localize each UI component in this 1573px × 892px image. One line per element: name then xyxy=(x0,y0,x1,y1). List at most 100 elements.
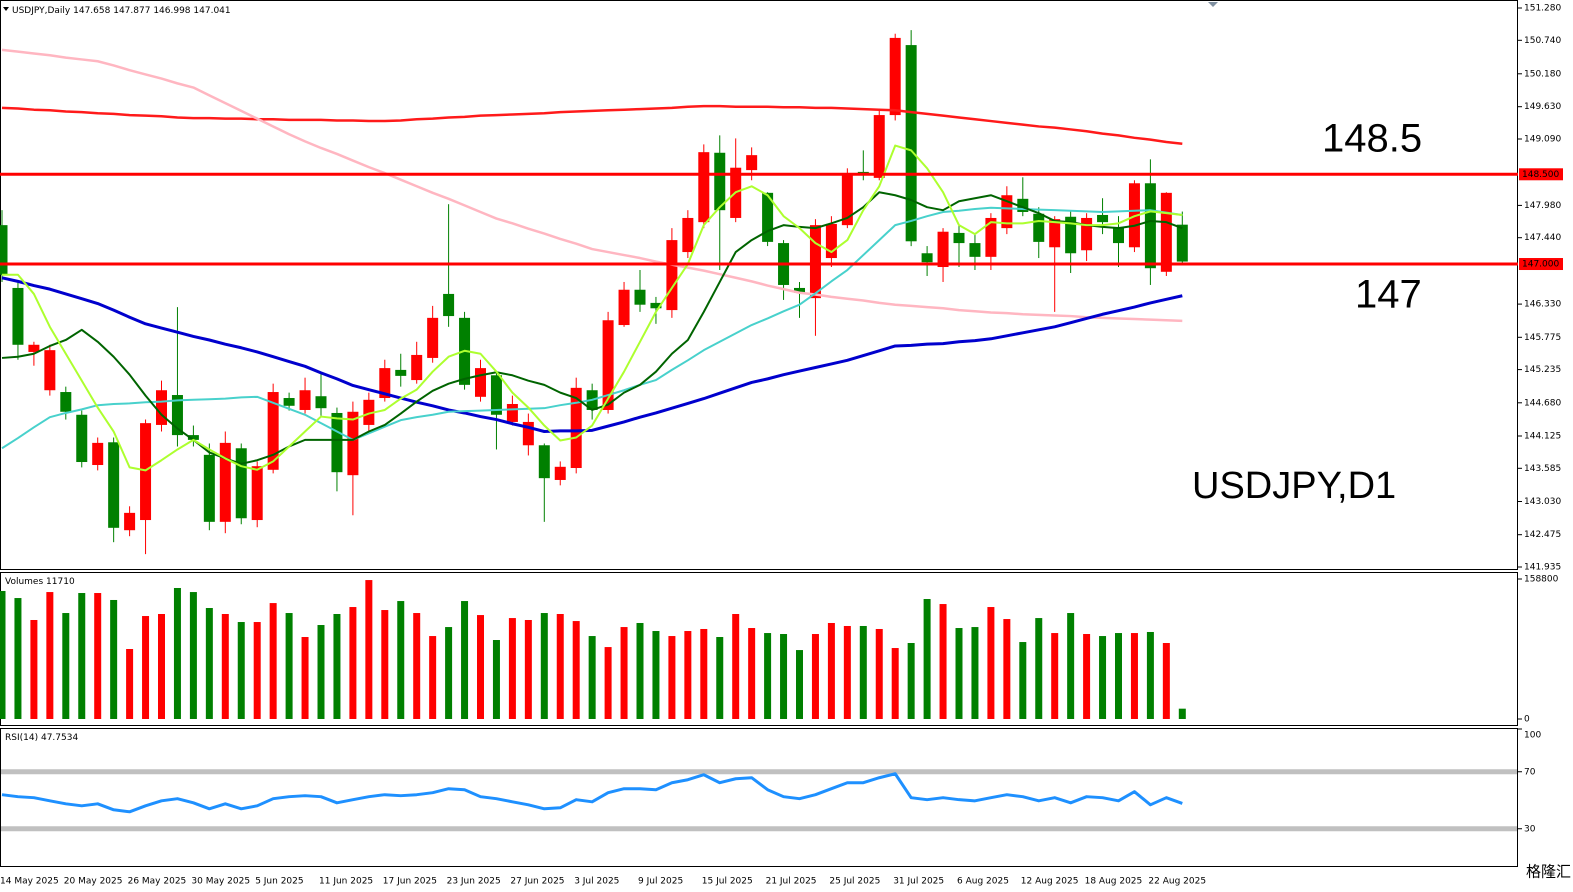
volume-bar xyxy=(764,633,772,719)
candle-body xyxy=(953,232,965,244)
volume-title: Volumes xyxy=(5,577,43,587)
symbol: USDJPY,Daily xyxy=(12,6,71,16)
y-tick-label: 147.440 xyxy=(1524,233,1561,243)
candle-body xyxy=(825,223,837,259)
x-tick-label: 21 Jul 2025 xyxy=(766,877,817,887)
candle-body xyxy=(92,442,104,466)
volume-bar xyxy=(588,636,596,719)
volume-bar xyxy=(0,590,6,719)
candle-body xyxy=(714,152,726,211)
volume-bar xyxy=(907,643,915,719)
volume-bar xyxy=(94,593,102,719)
volume-bar xyxy=(716,637,724,719)
menu-arrow xyxy=(3,7,9,11)
volume-bar xyxy=(891,648,899,719)
volume-bar xyxy=(173,587,181,719)
candle-body xyxy=(347,411,359,476)
candle-body xyxy=(251,466,263,521)
y-tick-label: 144.680 xyxy=(1524,398,1561,408)
candle-body xyxy=(299,390,311,410)
volume-bar xyxy=(1083,634,1091,719)
y-tick-label: 142.475 xyxy=(1524,530,1561,540)
price-pane xyxy=(0,0,1518,570)
volume-bar xyxy=(237,622,245,719)
x-tick-label: 11 Jun 2025 xyxy=(319,877,373,887)
candle-body xyxy=(187,435,199,440)
y-tick-label: 143.585 xyxy=(1524,464,1561,474)
volume-bar xyxy=(1019,642,1027,719)
candle-body xyxy=(937,231,949,268)
moving-average xyxy=(1,206,1183,450)
volume-bar xyxy=(955,628,963,719)
volume-bar xyxy=(78,593,86,719)
y-tick-label: 30 xyxy=(1524,824,1536,834)
candle-body xyxy=(124,512,136,531)
candle-body xyxy=(634,289,646,305)
x-tick-label: 26 May 2025 xyxy=(128,877,187,887)
annotation: 147 xyxy=(1355,273,1422,317)
volume-bar xyxy=(1099,636,1107,719)
candle-body xyxy=(873,115,885,178)
candle-body xyxy=(490,375,502,415)
volume-bar xyxy=(780,634,788,719)
x-tick-label: 5 Jun 2025 xyxy=(255,877,303,887)
candle-body xyxy=(171,395,183,436)
volume-bar xyxy=(540,613,548,719)
candle-body xyxy=(1065,216,1077,254)
volume-bar xyxy=(349,607,357,719)
rsi-pane xyxy=(0,728,1518,867)
x-tick-label: 6 Aug 2025 xyxy=(957,877,1009,887)
volume-bar xyxy=(269,603,277,719)
candle-body xyxy=(969,243,981,257)
volume-bar xyxy=(317,625,325,719)
candle-body xyxy=(618,289,630,326)
moving-average xyxy=(1,276,1183,434)
volume-bar xyxy=(445,627,453,719)
volume-bar xyxy=(987,607,995,719)
candle-body xyxy=(1144,183,1156,269)
volume-bar xyxy=(285,613,293,719)
volume-bar xyxy=(46,592,54,719)
volume-bar xyxy=(1130,633,1138,719)
volume-bar xyxy=(62,613,70,719)
candle-body xyxy=(28,344,40,352)
volume-bar xyxy=(1146,631,1154,719)
candle-body xyxy=(985,217,997,257)
candle-body xyxy=(60,392,72,412)
y-tick-label: 144.125 xyxy=(1524,431,1561,441)
candle-body xyxy=(12,287,24,345)
low: 146.998 xyxy=(153,6,190,16)
candle-body xyxy=(1113,226,1124,244)
volume-bar xyxy=(461,601,469,719)
candle-body xyxy=(762,192,774,242)
moving-average xyxy=(1,104,1183,146)
moving-average xyxy=(2,144,1183,472)
y-tick-label: 100 xyxy=(1524,731,1541,741)
volume-bar xyxy=(221,614,229,719)
candle-body xyxy=(602,320,614,410)
candle-body xyxy=(809,225,821,299)
volume-bar xyxy=(796,650,803,719)
volume-bar xyxy=(556,614,564,719)
volume-bar xyxy=(14,598,22,719)
candle-body xyxy=(1097,214,1109,223)
candle-body xyxy=(698,152,710,223)
level-label: 148.500 xyxy=(1522,170,1559,180)
x-tick-label: 3 Jul 2025 xyxy=(574,877,619,887)
y-tick-label: 141.935 xyxy=(1524,563,1561,573)
y-tick-label: 145.235 xyxy=(1524,365,1561,375)
candle-body xyxy=(570,387,582,469)
x-tick-label: 30 May 2025 xyxy=(191,877,250,887)
candle-body xyxy=(1033,213,1045,242)
volume-bar xyxy=(492,640,500,719)
rsi-line xyxy=(1,772,1183,814)
candle-body xyxy=(1017,198,1029,212)
volume-bar xyxy=(1035,618,1043,719)
volume-bar xyxy=(413,613,421,719)
volume-bar xyxy=(748,628,756,719)
candle-body xyxy=(921,253,933,263)
volume-bar xyxy=(126,649,134,719)
candle-body xyxy=(411,354,423,381)
